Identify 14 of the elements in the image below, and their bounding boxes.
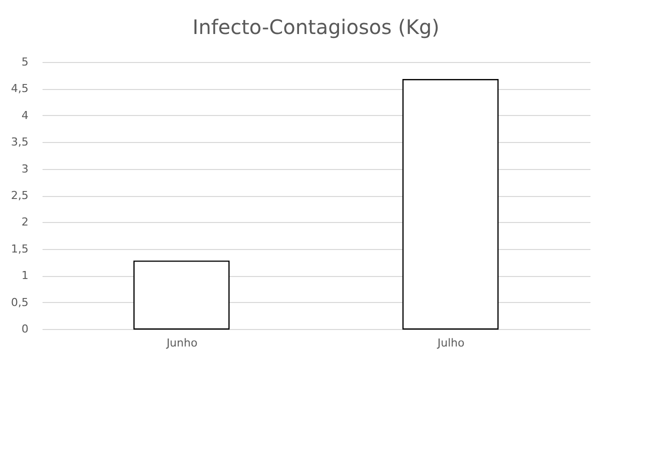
y-tick-label: 1,5 — [11, 242, 28, 256]
y-tick-label: 3,5 — [11, 136, 28, 149]
y-tick-label: 2,5 — [11, 189, 28, 202]
x-tick-label: Julho — [436, 336, 465, 350]
y-tick-label: 0,5 — [11, 296, 28, 309]
y-tick-label: 4 — [22, 108, 28, 122]
y-tick-label: 3 — [22, 162, 28, 176]
x-tick-label: Junho — [166, 336, 198, 350]
y-tick-label: 2 — [22, 216, 28, 229]
y-tick-label: 1 — [22, 269, 28, 282]
y-tick-label: 4,5 — [11, 82, 28, 96]
chart-title: Infecto-Contagiosos (Kg) — [192, 15, 440, 39]
y-tick-label: 5 — [22, 56, 28, 68]
y-tick-label: 0 — [22, 322, 28, 336]
